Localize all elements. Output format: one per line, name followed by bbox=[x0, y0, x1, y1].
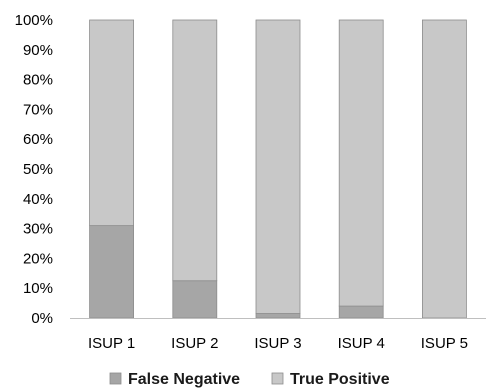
y-axis: 0% 10% 20% 30% 40% 50% 60% 70% 80% 90% 100% bbox=[15, 12, 53, 327]
bar-segment-true-positive bbox=[338, 19, 384, 307]
legend-swatch bbox=[271, 372, 284, 385]
bar-segment-false-negative bbox=[172, 280, 218, 319]
x-tick-label: ISUP 4 bbox=[338, 335, 385, 352]
x-tick-label: ISUP 5 bbox=[421, 335, 468, 352]
legend-label: True Positive bbox=[290, 371, 390, 388]
bar-segment-false-negative bbox=[89, 225, 134, 319]
y-tick-label: 10% bbox=[23, 280, 53, 297]
legend-label: False Negative bbox=[128, 371, 240, 388]
plot-area bbox=[89, 19, 467, 319]
y-tick-label: 30% bbox=[23, 221, 53, 238]
x-axis: ISUP 1 ISUP 2 ISUP 3 ISUP 4 ISUP 5 bbox=[88, 335, 468, 352]
x-tick-label: ISUP 1 bbox=[88, 335, 135, 352]
bar-segment-false-negative bbox=[338, 305, 384, 319]
bar-segment-true-positive bbox=[172, 19, 218, 282]
y-tick-label: 80% bbox=[23, 72, 53, 89]
y-tick-label: 20% bbox=[23, 250, 53, 267]
y-tick-label: 50% bbox=[23, 161, 53, 178]
bar-segment-true-positive bbox=[421, 19, 467, 319]
y-tick-label: 70% bbox=[23, 101, 53, 118]
y-tick-label: 60% bbox=[23, 131, 53, 148]
y-tick-label: 100% bbox=[15, 12, 53, 29]
legend: False Negative True Positive bbox=[109, 371, 390, 388]
bar-segment-true-positive bbox=[89, 19, 134, 227]
x-tick-label: ISUP 2 bbox=[171, 335, 218, 352]
legend-swatch bbox=[109, 372, 122, 385]
x-tick-label: ISUP 3 bbox=[254, 335, 301, 352]
y-tick-label: 40% bbox=[23, 191, 53, 208]
bar-segment-true-positive bbox=[255, 19, 301, 314]
y-tick-label: 0% bbox=[31, 310, 53, 327]
y-tick-label: 90% bbox=[23, 42, 53, 59]
bar-segment-false-negative bbox=[255, 313, 301, 319]
